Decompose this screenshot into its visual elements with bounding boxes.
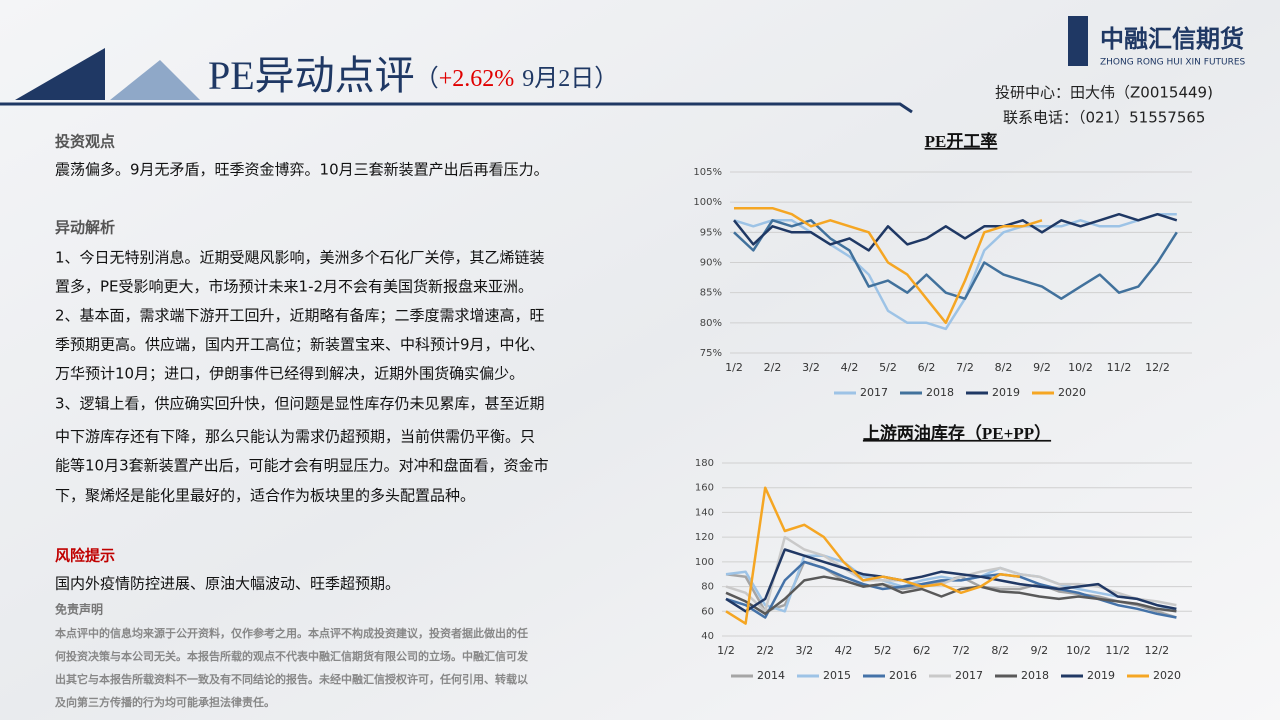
paragraph-line: 置多，PE受影响更大，市场预计未来1-2月不会有美国货新报盘来亚洲。: [55, 278, 533, 296]
legend-label: 2020: [1058, 386, 1086, 399]
title-change: +2.62%: [439, 66, 515, 92]
logo-mark: [1068, 16, 1088, 66]
x-tick-label: 4/2: [835, 644, 853, 657]
legend-label: 2014: [757, 669, 785, 682]
x-tick-label: 11/2: [1105, 644, 1130, 657]
x-tick-label: 11/2: [1107, 361, 1132, 374]
x-tick-label: 6/2: [913, 644, 931, 657]
legend-label: 2020: [1153, 669, 1181, 682]
y-tick-label: 180: [695, 458, 714, 469]
y-tick-label: 80: [701, 582, 714, 593]
y-tick-label: 40: [701, 631, 714, 642]
chart-title: 上游两油库存（PE+PP）: [863, 423, 1051, 443]
x-tick-label: 1/2: [717, 644, 735, 657]
legend-label: 2017: [955, 669, 983, 682]
paragraph-line: 季预期更高。供应端，国内开工高位；新装置宝来、中科预计9月，中化、: [55, 336, 545, 354]
y-tick-label: 95%: [700, 227, 722, 238]
x-tick-label: 4/2: [841, 361, 859, 374]
series-line: [733, 212, 1178, 252]
paragraph-line: 万华预计10月；进口，伊朗事件已经得到解决，近期外围货确实偏少。: [55, 365, 524, 383]
series-line: [734, 206, 1043, 325]
x-tick-label: 2/2: [764, 361, 782, 374]
y-tick-label: 140: [695, 507, 714, 518]
legend-label: 2019: [1087, 669, 1115, 682]
y-tick-label: 60: [701, 606, 714, 617]
title-paren: （: [415, 66, 439, 92]
y-tick-label: 105%: [693, 167, 722, 178]
y-tick-label: 90%: [700, 258, 722, 269]
x-tick-label: 10/2: [1068, 361, 1093, 374]
page-title: PE异动点评（+2.62% 9月2日）: [208, 53, 618, 98]
y-tick-label: 100: [695, 557, 714, 568]
x-tick-label: 8/2: [995, 361, 1013, 374]
x-tick-label: 5/2: [874, 644, 892, 657]
logo-subtext: ZHONG RONG HUI XIN FUTURES: [1100, 58, 1246, 68]
x-tick-label: 6/2: [918, 361, 936, 374]
x-tick-label: 12/2: [1144, 644, 1169, 657]
title-date: 9月2日）: [522, 66, 618, 92]
series-line: [725, 548, 1177, 613]
paragraph-line: 2、基本面，需求端下游开工回升，近期略有备库；二季度需求增速高，旺: [55, 307, 545, 325]
x-tick-label: 9/2: [1033, 361, 1051, 374]
x-tick-label: 7/2: [952, 644, 970, 657]
header-triangle: [15, 48, 105, 100]
y-tick-label: 75%: [700, 348, 722, 359]
y-tick-label: 100%: [693, 197, 722, 208]
x-tick-label: 8/2: [991, 644, 1009, 657]
paragraph-line: 3、逻辑上看，供应确实回升快，但问题是显性库存仍未见累库，甚至近期: [55, 395, 545, 413]
legend-label: 2017: [860, 386, 888, 399]
disclaimer-line: 本点评中的信息均来源于公开资料，仅作参考之用。本点评不构成投资建议，投资者据此做…: [55, 626, 528, 640]
x-tick-label: 12/2: [1145, 361, 1170, 374]
disclaimer-line: 出其它与本报告所载资料不一致及有不同结论的报告。未经中融汇信授权许可，任何引用、…: [55, 672, 528, 686]
x-tick-label: 10/2: [1066, 644, 1091, 657]
section-heading: 异动解析: [55, 219, 115, 237]
x-tick-label: 3/2: [802, 361, 820, 374]
legend-label: 2018: [926, 386, 954, 399]
section-heading: 风险提示: [55, 547, 115, 565]
paragraph-line: 震荡偏多。9月无矛盾，旺季资金博弈。10月三套新装置产出后再看压力。: [55, 161, 549, 179]
paragraph-line: 下，聚烯烃是能化里最好的，适合作为板块里的多头配置品种。: [55, 487, 475, 505]
y-tick-label: 160: [695, 483, 714, 494]
disclaimer-line: 及向第三方传播的行为均可能承担法律责任。: [55, 695, 275, 709]
header-rule: [0, 102, 913, 114]
legend-label: 2018: [1021, 669, 1049, 682]
contact: 联系电话：（021）51557565: [1003, 109, 1205, 127]
title-text: PE异动点评: [208, 53, 415, 98]
x-tick-label: 1/2: [725, 361, 743, 374]
series-line: [733, 212, 1177, 331]
x-tick-label: 5/2: [879, 361, 897, 374]
disclaimer-heading: 免责声明: [55, 602, 103, 617]
y-tick-label: 120: [695, 532, 714, 543]
chart-title: PE开工率: [925, 131, 998, 151]
disclaimer-line: 何投资决策与本公司无关。本报告所载的观点不代表中融汇信期货有限公司的立场。中融汇…: [55, 649, 529, 663]
legend-label: 2015: [823, 669, 851, 682]
legend-label: 2019: [992, 386, 1020, 399]
section-heading: 投资观点: [55, 133, 115, 151]
x-tick-label: 9/2: [1030, 644, 1048, 657]
paragraph-line: 能等10月3套新装置产出后，可能才会有明显压力。对冲和盘面看，资金市: [55, 457, 549, 475]
x-tick-label: 2/2: [756, 644, 774, 657]
paragraph-line: 1、今日无特别消息。近期受飓风影响，美洲多个石化厂关停，其乙烯链装: [55, 249, 545, 267]
y-tick-label: 85%: [700, 288, 722, 299]
paragraph-line: 中下游库存还有下降，那么只能认为需求仍超预期，当前供需仍平衡。只: [55, 428, 535, 446]
header-triangle: [110, 60, 200, 100]
series-line: [725, 486, 1020, 625]
logo-text: 中融汇信期货: [1100, 25, 1244, 53]
x-tick-label: 3/2: [795, 644, 813, 657]
legend-label: 2016: [889, 669, 917, 682]
x-tick-label: 7/2: [956, 361, 974, 374]
y-tick-label: 80%: [700, 318, 722, 329]
series-line: [725, 575, 1177, 616]
series-line: [733, 219, 1178, 300]
paragraph-line: 国内外疫情防控进展、原油大幅波动、旺季超预期。: [55, 575, 400, 593]
contact: 投研中心：田大伟（Z0015449): [995, 84, 1213, 102]
